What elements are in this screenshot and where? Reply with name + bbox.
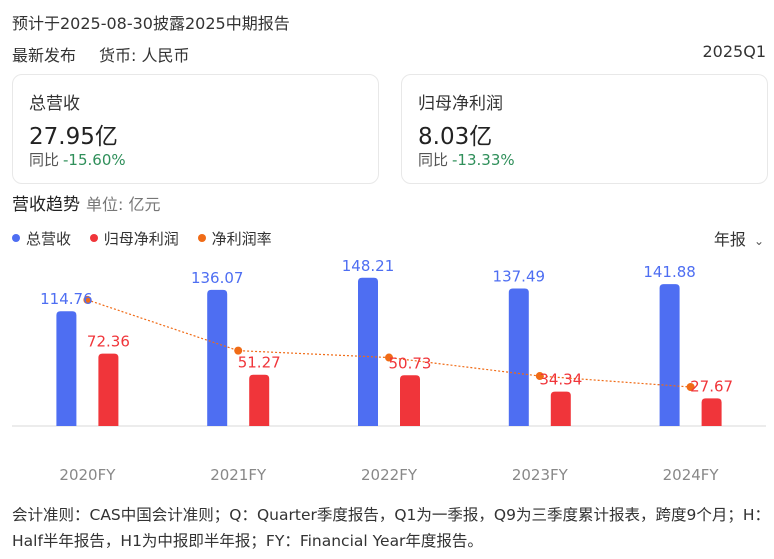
legend-net-profit-label: 归母净利润	[103, 230, 179, 248]
revenue-bar	[207, 289, 228, 426]
net-profit-data-label: 34.34	[539, 371, 582, 389]
margin-point	[535, 372, 544, 381]
net-profit-bar	[249, 374, 270, 426]
net-profit-legend-dot-icon	[89, 234, 98, 242]
revenue-card-value: 27.95亿	[29, 124, 118, 150]
margin-legend-dot-icon	[197, 234, 206, 242]
revenue-card: 总营收 27.95亿 同比 -15.60%	[12, 74, 379, 184]
net-profit-card: 归母净利润 8.03亿 同比 -13.33%	[401, 74, 768, 184]
net-profit-data-label: 51.27	[238, 354, 281, 372]
legend-item-net-profit[interactable]: 归母净利润	[89, 228, 179, 249]
trend-section-title: 营收趋势 单位: 亿元	[12, 190, 160, 215]
margin-line	[87, 299, 691, 388]
legend-revenue-label: 总营收	[26, 230, 72, 248]
x-tick-label: 2023FY	[512, 466, 569, 484]
net-profit-bar	[701, 398, 722, 426]
revenue-data-label: 137.49	[493, 268, 546, 286]
net-profit-bar	[550, 391, 571, 426]
revenue-card-title: 总营收	[29, 94, 80, 114]
disclosure-notice: 预计于2025-08-30披露2025中期报告	[12, 14, 290, 33]
revenue-bar	[358, 277, 378, 426]
net-profit-data-label: 72.36	[87, 333, 130, 351]
revenue-bar	[659, 284, 680, 426]
net-profit-card-title: 归母净利润	[418, 94, 503, 114]
labels-layer: 114.76 72.36 2020FY 136.07 51.27 2021FY 148.21…	[40, 257, 733, 484]
margin-line-layer	[83, 295, 695, 391]
net-profit-bar	[98, 353, 119, 426]
x-tick-label: 2020FY	[59, 466, 116, 484]
revenue-data-label: 136.07	[191, 269, 244, 287]
legend-item-revenue[interactable]: 总营收	[12, 228, 71, 249]
x-tick-label: 2021FY	[210, 466, 267, 484]
report-period: 2025Q1	[702, 42, 767, 61]
revenue-card-yoy: 同比 -15.60%	[29, 149, 126, 170]
chevron-down-icon: ⌄	[753, 234, 764, 248]
margin-point	[234, 346, 243, 355]
trend-unit: 单位: 亿元	[86, 195, 161, 214]
net-profit-card-yoy: 同比 -13.33%	[418, 149, 515, 170]
margin-point	[686, 383, 695, 391]
net-profit-data-label: 27.67	[690, 377, 733, 395]
x-tick-label: 2024FY	[663, 466, 720, 484]
chart-legend: 总营收 归母净利润 净利润率	[12, 228, 286, 249]
revenue-legend-dot-icon	[12, 234, 20, 242]
trend-title: 营收趋势	[12, 195, 80, 215]
net-profit-yoy-value: -13.33%	[452, 151, 515, 169]
legend-item-margin[interactable]: 净利润率	[197, 228, 272, 249]
period-type-value: 年报	[713, 230, 746, 249]
revenue-bar	[508, 288, 529, 426]
legend-margin-label: 净利润率	[211, 230, 272, 248]
currency-label: 货币: 人民币	[99, 46, 190, 65]
report-meta-row: 最新发布 货币: 人民币 2025Q1	[12, 42, 767, 65]
revenue-data-label: 141.88	[643, 263, 696, 281]
margin-point	[83, 295, 92, 304]
bars-layer	[56, 277, 722, 426]
revenue-data-label: 114.76	[40, 290, 93, 308]
net-profit-yoy-label: 同比	[418, 151, 449, 169]
net-profit-data-label: 50.73	[389, 354, 432, 372]
revenue-yoy-value: -15.60%	[63, 151, 126, 169]
latest-release-label: 最新发布	[12, 46, 77, 65]
net-profit-bar	[400, 375, 420, 426]
revenue-yoy-label: 同比	[29, 151, 60, 169]
revenue-data-label: 148.21	[342, 257, 395, 275]
x-tick-label: 2022FY	[361, 466, 418, 484]
revenue-bar	[56, 311, 77, 426]
net-profit-card-value: 8.03亿	[418, 124, 493, 150]
margin-point	[385, 353, 393, 362]
period-type-select[interactable]: 年报 ⌄	[714, 226, 764, 250]
accounting-footnote: 会计准则：CAS中国会计准则；Q：Quarter季度报告，Q1为一季报，Q9为三…	[12, 506, 770, 550]
